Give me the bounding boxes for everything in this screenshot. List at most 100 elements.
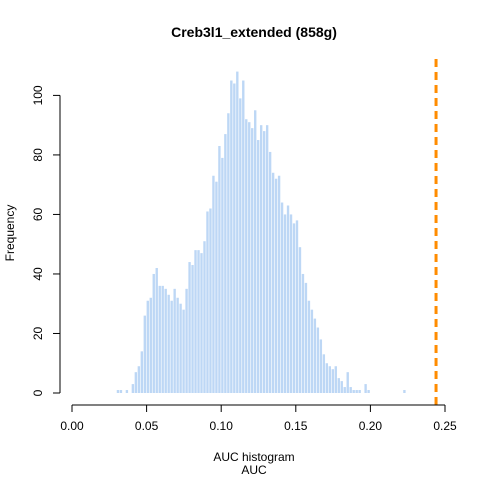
histogram-bar: [310, 309, 314, 393]
histogram-bar: [346, 372, 349, 393]
histogram-bar: [295, 220, 299, 393]
histogram-bar: [212, 175, 215, 393]
histogram-bar: [218, 145, 221, 393]
histogram-bar: [277, 175, 281, 393]
histogram-bar: [340, 381, 343, 393]
histogram-bar: [304, 282, 308, 393]
histogram-bar: [236, 71, 239, 393]
histogram-bar: [152, 273, 155, 393]
histogram-bar: [364, 384, 367, 393]
histogram-bar: [265, 125, 269, 393]
histogram-bar: [325, 363, 329, 393]
histogram-bar: [257, 140, 260, 393]
histogram-bar: [179, 303, 182, 393]
histogram-bar: [233, 83, 236, 393]
histogram-bar: [307, 300, 311, 393]
histogram-bar: [125, 390, 129, 393]
histogram-bar: [334, 366, 337, 393]
histogram-bar: [182, 309, 185, 393]
histogram-bar: [328, 366, 331, 393]
histogram-bar: [164, 288, 167, 393]
histogram-bar: [331, 369, 334, 393]
histogram-bar: [251, 128, 254, 393]
histogram-bar: [349, 387, 352, 393]
histogram-bar: [149, 297, 152, 393]
chart-title: Creb3l1_extended (858g): [171, 24, 337, 40]
histogram-bar: [176, 297, 179, 393]
histogram-bar: [248, 122, 251, 394]
histogram-bar: [242, 80, 245, 394]
histogram-bar: [197, 250, 200, 393]
histogram-bar: [262, 131, 266, 394]
histogram-bar: [316, 327, 320, 393]
histogram-bar: [170, 300, 173, 393]
histogram-bar: [283, 214, 287, 393]
histogram-bar: [271, 172, 275, 393]
histogram-bar: [230, 80, 233, 394]
histogram-bar: [245, 119, 248, 394]
histogram-bar: [322, 354, 326, 393]
histogram-bar: [191, 265, 194, 393]
histogram-bar: [301, 273, 305, 393]
histogram-bar: [134, 372, 138, 393]
histogram-bar: [239, 98, 242, 393]
histogram-bar: [259, 125, 263, 393]
histogram-bar: [215, 181, 218, 393]
y-axis-label: Frequency: [3, 205, 17, 262]
histogram-bar: [221, 157, 224, 393]
y-tick-label: 80: [31, 148, 45, 162]
x-tick-label: 0.20: [359, 419, 383, 433]
histogram-bar: [319, 339, 323, 393]
histogram-bars: [116, 71, 406, 394]
histogram-bar: [137, 366, 141, 393]
histogram-bar: [313, 318, 317, 393]
histogram-bar: [206, 211, 209, 393]
histogram-bar: [367, 390, 370, 393]
x-tick-label: 0.25: [433, 419, 457, 433]
y-tick-label: 20: [31, 326, 45, 340]
histogram-bar: [143, 315, 146, 393]
histogram-bar: [161, 285, 164, 393]
histogram-bar: [185, 288, 188, 393]
histogram-bar: [286, 205, 290, 393]
histogram-bar: [224, 134, 227, 393]
y-axis: 0 20 40 60 80 100: [31, 85, 61, 396]
y-tick-label: 60: [31, 207, 45, 221]
histogram-bar: [358, 390, 361, 393]
x-axis-sublabel: AUC: [241, 463, 267, 477]
histogram-bar: [200, 253, 203, 393]
x-tick-label: 0.00: [60, 419, 84, 433]
histogram-bar: [355, 390, 358, 393]
histogram-bar: [140, 351, 144, 393]
histogram-bar: [131, 384, 135, 393]
histogram-bar: [254, 110, 257, 393]
histogram-bar: [274, 178, 278, 393]
y-tick-label: 40: [31, 267, 45, 281]
histogram-bar: [227, 113, 230, 393]
histogram-bar: [403, 390, 406, 393]
histogram-bar: [203, 241, 206, 393]
histogram-bar: [146, 300, 149, 393]
y-tick-label: 0: [31, 389, 45, 396]
histogram-bar: [337, 378, 340, 393]
histogram-bar: [167, 294, 170, 393]
x-tick-label: 0.15: [284, 419, 308, 433]
x-tick-label: 0.05: [135, 419, 159, 433]
histogram-bar: [194, 250, 197, 393]
histogram-bar: [352, 390, 355, 393]
histogram-bar: [298, 247, 302, 393]
histogram-bar: [119, 390, 123, 393]
x-axis: 0.00 0.05 0.10 0.15 0.20 0.25: [60, 404, 457, 433]
histogram-bar: [173, 288, 176, 393]
histogram-bar: [155, 268, 158, 393]
histogram-bar: [188, 262, 191, 393]
histogram-bar: [209, 208, 212, 393]
x-tick-label: 0.10: [210, 419, 234, 433]
histogram-bar: [343, 387, 346, 393]
y-tick-label: 100: [31, 85, 45, 105]
histogram-bar: [292, 223, 296, 393]
histogram-bar: [280, 202, 284, 393]
histogram-bar: [289, 214, 293, 393]
histogram-bar: [158, 285, 161, 393]
